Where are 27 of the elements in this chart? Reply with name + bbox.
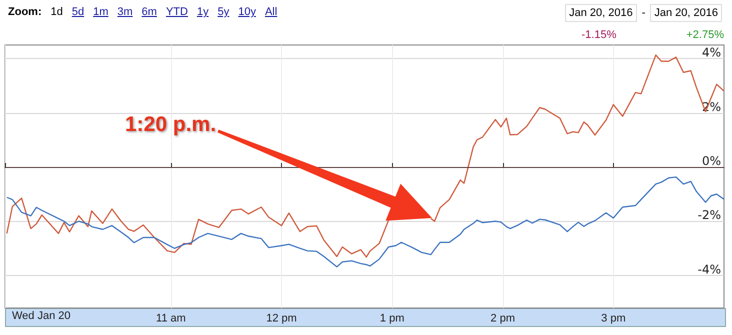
y-tick-label: 0% xyxy=(702,154,721,168)
text: 6m xyxy=(142,6,157,18)
x-tick-label: 12 pm xyxy=(266,312,297,324)
text: - xyxy=(642,7,646,19)
text: 5d xyxy=(72,6,84,18)
text: 1d xyxy=(50,6,63,18)
y-tick-label: -2% xyxy=(698,208,721,222)
x-tick-label: 3 pm xyxy=(601,312,626,324)
text: -1.15% xyxy=(582,29,616,41)
text: +2.75% xyxy=(686,29,724,41)
text: YTD xyxy=(166,6,188,18)
y-tick-label: -4% xyxy=(698,262,721,276)
text: 3m xyxy=(117,6,133,18)
x-tick-label: 11 am xyxy=(156,312,186,324)
x-tick-label: 1 pm xyxy=(380,312,404,324)
text: Jan 20, 2016 xyxy=(650,4,722,22)
text: 1y xyxy=(196,6,209,18)
y-tick-label: 4% xyxy=(702,46,721,60)
text: Wed Jan 20 xyxy=(12,310,71,322)
text: Jan 20, 2016 xyxy=(565,4,637,22)
text: 10y xyxy=(238,6,256,18)
text: 5y xyxy=(218,6,230,18)
text: 1m xyxy=(93,6,108,18)
x-tick-label: 2 pm xyxy=(490,312,516,324)
text: Zoom: xyxy=(8,6,42,18)
annotation: 1:20 p.m. xyxy=(125,113,216,137)
text: All xyxy=(264,6,278,18)
